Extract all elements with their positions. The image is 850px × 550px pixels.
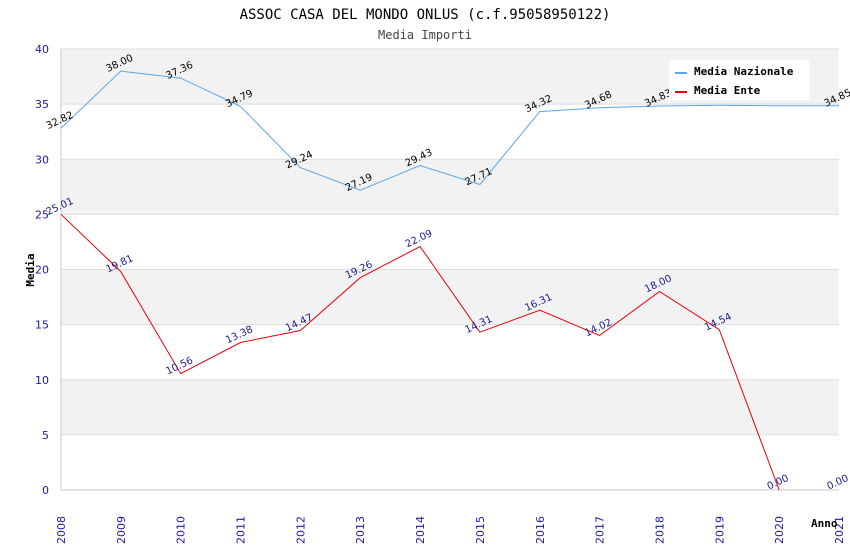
y-axis-title: Media	[24, 253, 37, 286]
x-tick-label: 2017	[594, 516, 607, 544]
plot-band	[61, 159, 839, 215]
legend-label-media-ente: Media Ente	[694, 84, 761, 97]
plot-band	[61, 269, 839, 325]
x-tick-label: 2016	[534, 516, 547, 544]
plot-band	[61, 214, 839, 270]
y-tick-label: 25	[35, 208, 49, 221]
chart-subtitle: Media Importi	[378, 28, 472, 42]
plot-band	[61, 324, 839, 380]
x-tick-label: 2012	[294, 516, 307, 544]
plot-band	[61, 434, 839, 490]
y-tick-label: 0	[42, 484, 49, 497]
legend: Media Nazionale Media Ente	[669, 60, 809, 100]
legend-label-media-nazionale: Media Nazionale	[694, 65, 794, 78]
x-tick-label: 2021	[833, 516, 846, 544]
x-tick-label: 2008	[55, 516, 68, 544]
y-tick-label: 10	[35, 374, 49, 387]
series-lines	[60, 70, 839, 491]
legend-box	[669, 60, 809, 100]
x-tick-label: 2018	[653, 516, 666, 544]
y-tick-label: 30	[35, 153, 49, 166]
y-tick-label: 35	[35, 98, 49, 111]
x-tick-label: 2011	[235, 516, 248, 544]
y-tick-label: 5	[42, 429, 49, 442]
x-tick-label: 2009	[115, 516, 128, 544]
x-tick-label: 2013	[354, 516, 367, 544]
x-tick-label: 2010	[175, 516, 188, 544]
y-tick-label: 20	[35, 264, 49, 277]
series-line-media-ente	[60, 213, 780, 491]
plot-band	[61, 379, 839, 435]
y-tick-labels: 0 5 10 15 20 25 30 35 40	[35, 43, 49, 497]
x-tick-labels: 2008 2009 2010 2011 2012 2013 2014 2015 2016 2017…	[55, 516, 846, 544]
x-tick-label: 2014	[414, 516, 427, 544]
x-axis-title: Anno	[811, 517, 838, 530]
series-line-media-nazionale	[60, 70, 839, 191]
chart-title: ASSOC CASA DEL MONDO ONLUS (c.f.95058950…	[240, 7, 611, 23]
x-tick-label: 2019	[713, 516, 726, 544]
x-tick-label: 2015	[474, 516, 487, 544]
x-tick-label: 2020	[773, 516, 786, 544]
plot-band	[61, 104, 839, 160]
plot-background	[61, 49, 839, 490]
y-tick-label: 15	[35, 319, 49, 332]
y-tick-label: 40	[35, 43, 49, 56]
